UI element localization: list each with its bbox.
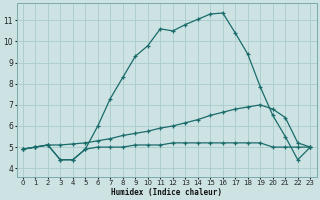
X-axis label: Humidex (Indice chaleur): Humidex (Indice chaleur)	[111, 188, 222, 197]
